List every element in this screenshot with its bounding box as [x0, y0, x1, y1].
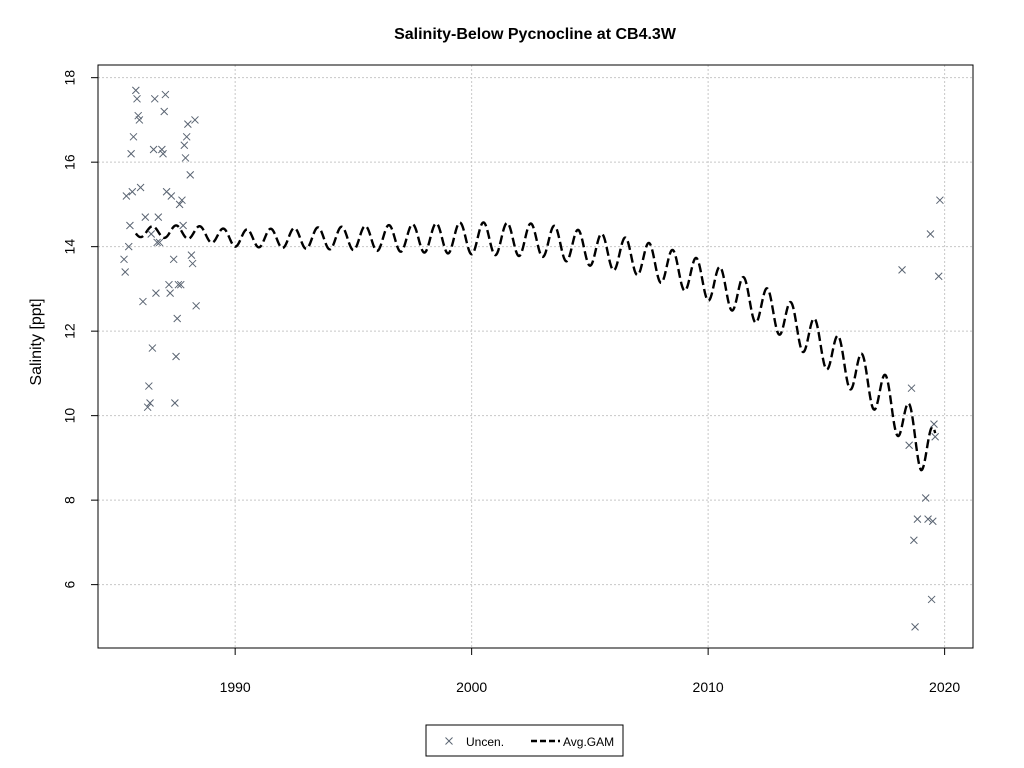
- data-point: [167, 192, 176, 200]
- data-point: [911, 623, 919, 631]
- gam-line: [134, 221, 937, 472]
- data-point: [921, 494, 930, 502]
- data-point: [161, 90, 170, 99]
- data-point: [910, 536, 918, 545]
- legend-marker-uncen: [445, 737, 453, 745]
- data-point: [898, 266, 906, 274]
- data-point: [121, 268, 130, 276]
- data-point: [907, 384, 916, 393]
- y-axis-label: Salinity [ppt]: [28, 298, 45, 385]
- data-point: [120, 255, 128, 264]
- data-point: [131, 86, 140, 95]
- data-point: [148, 344, 157, 352]
- data-point: [133, 94, 141, 103]
- data-point: [176, 280, 185, 289]
- data-point: [165, 280, 173, 289]
- data-point: [127, 149, 135, 158]
- gam-curve: [134, 221, 937, 472]
- data-point: [128, 187, 137, 196]
- data-point: [179, 221, 187, 230]
- data-point: [152, 289, 160, 297]
- legend: Uncen. Avg.GAM: [425, 724, 624, 757]
- x-tick-label: 1990: [220, 679, 251, 695]
- data-point: [122, 192, 131, 200]
- y-tick-label: 16: [62, 154, 78, 170]
- data-point: [129, 132, 138, 141]
- x-tick-label: 2000: [456, 679, 487, 695]
- chart-title: Salinity-Below Pycnocline at CB4.3W: [394, 26, 677, 43]
- data-point: [191, 116, 199, 124]
- plot-frame: [97, 64, 974, 649]
- grid-lines: [98, 65, 973, 648]
- data-point: [126, 221, 134, 230]
- y-tick-label: 6: [62, 581, 78, 589]
- data-point: [144, 382, 153, 390]
- data-point: [187, 251, 196, 259]
- data-point: [173, 314, 182, 323]
- data-point: [147, 230, 156, 238]
- data-point: [188, 259, 197, 268]
- data-point: [913, 515, 922, 524]
- data-point: [141, 213, 150, 221]
- data-point: [124, 242, 133, 251]
- data-point: [928, 517, 937, 526]
- data-point: [172, 352, 180, 361]
- legend-label-uncen: Uncen.: [466, 735, 504, 749]
- x-axis: 1990 2000 2010 2020: [220, 648, 960, 695]
- data-point: [136, 183, 145, 192]
- y-tick-label: 12: [62, 323, 78, 339]
- data-point: [150, 94, 159, 103]
- data-point: [139, 297, 147, 306]
- data-point: [155, 238, 164, 247]
- data-point: [146, 399, 154, 407]
- data-point: [936, 196, 944, 205]
- data-point: [927, 595, 936, 604]
- data-point: [930, 420, 938, 428]
- data-point: [924, 515, 932, 524]
- data-point: [149, 145, 158, 154]
- legend-label-gam: Avg.GAM: [563, 735, 614, 749]
- data-point: [181, 154, 190, 162]
- data-point: [166, 289, 174, 297]
- data-point: [186, 170, 195, 179]
- data-point: [905, 441, 914, 450]
- data-point: [143, 403, 152, 412]
- data-point: [134, 111, 143, 120]
- x-tick-label: 2020: [929, 679, 960, 695]
- data-point: [159, 149, 167, 158]
- data-point: [184, 120, 192, 128]
- data-point: [182, 132, 191, 141]
- data-point: [931, 432, 940, 441]
- data-point: [154, 213, 163, 221]
- y-tick-label: 8: [62, 496, 78, 504]
- data-point: [180, 141, 189, 150]
- data-point: [169, 255, 178, 264]
- uncensored-points: [120, 86, 944, 631]
- y-tick-label: 10: [62, 408, 78, 424]
- data-point: [174, 280, 183, 289]
- data-point: [934, 272, 943, 281]
- data-point: [178, 196, 186, 205]
- data-point: [160, 107, 169, 116]
- data-point: [157, 145, 166, 154]
- data-point: [175, 200, 184, 209]
- y-tick-label: 14: [62, 239, 78, 255]
- data-point: [192, 301, 200, 310]
- data-point: [135, 116, 144, 124]
- y-axis: 6 8 10 12 14 16 18: [62, 70, 98, 589]
- x-tick-label: 2010: [693, 679, 724, 695]
- legend-box: [425, 724, 624, 757]
- data-point: [171, 399, 179, 407]
- data-point: [926, 230, 935, 238]
- data-point: [153, 238, 161, 247]
- y-tick-label: 18: [62, 70, 78, 86]
